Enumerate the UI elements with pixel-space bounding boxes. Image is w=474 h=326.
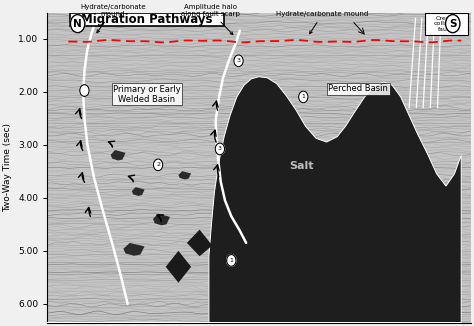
Text: S: S	[449, 19, 456, 29]
FancyBboxPatch shape	[70, 13, 224, 26]
Text: 2: 2	[156, 162, 160, 167]
Circle shape	[80, 85, 89, 96]
Polygon shape	[47, 77, 461, 322]
Circle shape	[446, 15, 460, 33]
Text: Crestal
collapse
faults: Crestal collapse faults	[434, 16, 460, 32]
Circle shape	[227, 255, 236, 266]
Text: Amplitude halo
along fault scarp: Amplitude halo along fault scarp	[181, 4, 239, 35]
Y-axis label: Two-Way Time (sec): Two-Way Time (sec)	[3, 123, 12, 212]
Polygon shape	[153, 214, 170, 225]
Text: Primary or Early
Welded Basin: Primary or Early Welded Basin	[113, 84, 181, 104]
Text: 3: 3	[237, 58, 240, 63]
Text: Hydrate/carbonate
mound: Hydrate/carbonate mound	[80, 4, 146, 33]
Circle shape	[299, 91, 308, 103]
Polygon shape	[178, 171, 191, 179]
Polygon shape	[132, 187, 145, 196]
Text: N: N	[73, 19, 82, 29]
Text: Migration Pathways: Migration Pathways	[81, 13, 212, 26]
Text: Hydrate/carbonate mound: Hydrate/carbonate mound	[276, 11, 368, 34]
Polygon shape	[123, 243, 145, 256]
Text: Salt: Salt	[289, 161, 313, 171]
Circle shape	[71, 15, 85, 33]
FancyBboxPatch shape	[425, 13, 468, 35]
Polygon shape	[187, 230, 212, 256]
Text: 3: 3	[218, 146, 222, 152]
Text: 1: 1	[229, 258, 233, 263]
Text: Perched Basin: Perched Basin	[328, 84, 388, 94]
Polygon shape	[111, 150, 126, 160]
Polygon shape	[166, 251, 191, 283]
Circle shape	[234, 55, 243, 67]
Circle shape	[215, 143, 225, 155]
Circle shape	[154, 159, 163, 171]
Text: 1: 1	[301, 95, 305, 99]
